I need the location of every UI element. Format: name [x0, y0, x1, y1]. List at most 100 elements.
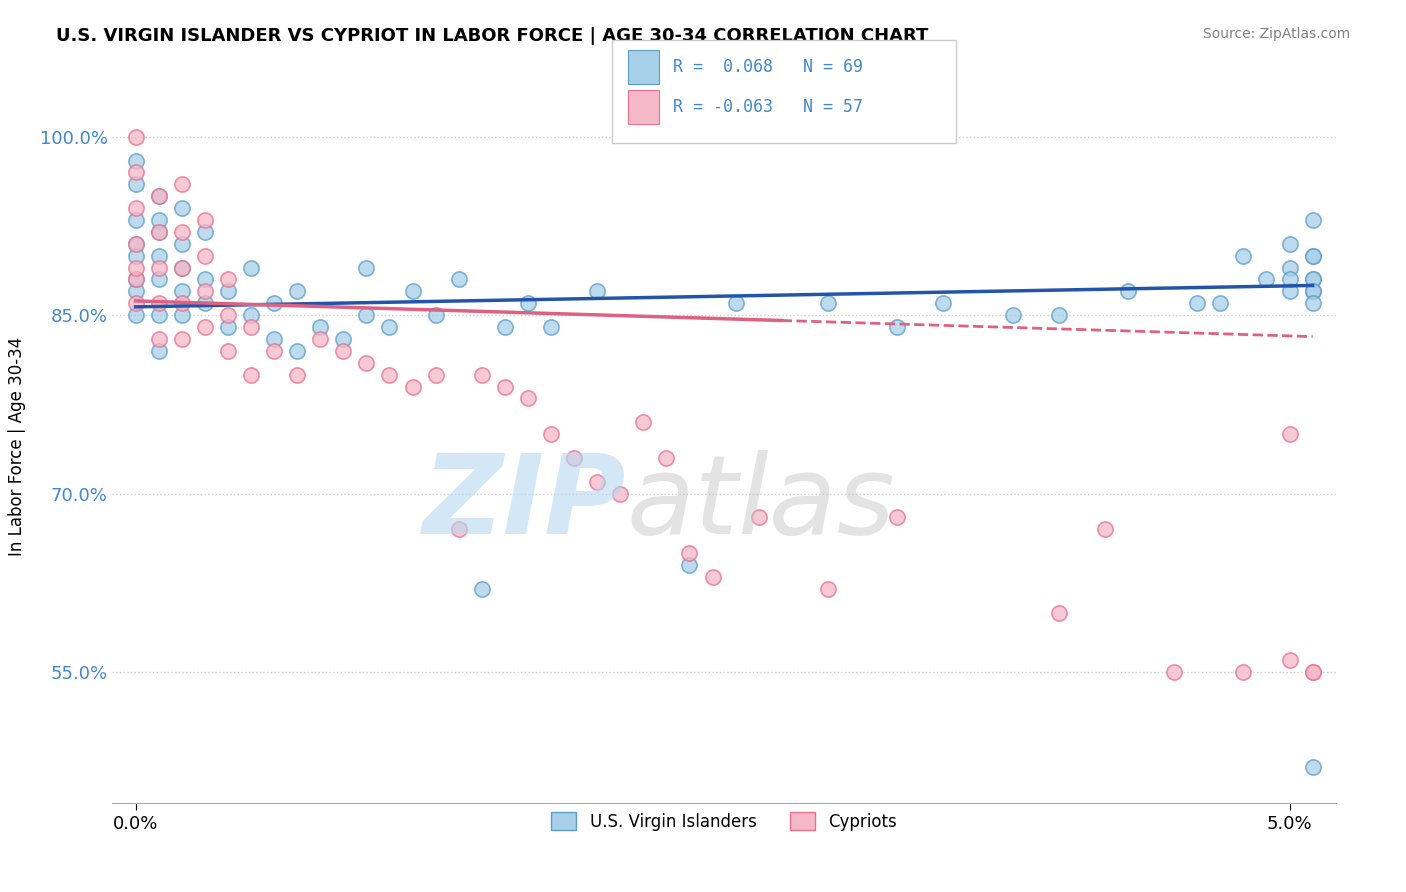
Point — [124, 129, 146, 144]
Point — [217, 343, 239, 358]
Point — [194, 249, 217, 263]
Point — [1302, 249, 1324, 263]
Point — [425, 368, 447, 382]
Point — [817, 582, 839, 596]
Point — [724, 296, 747, 310]
Point — [1302, 272, 1324, 286]
Point — [263, 296, 285, 310]
Point — [471, 582, 494, 596]
Point — [194, 272, 217, 286]
Point — [124, 296, 146, 310]
Point — [1232, 665, 1254, 679]
Point — [148, 343, 170, 358]
Point — [1302, 665, 1324, 679]
Point — [124, 201, 146, 215]
Point — [378, 320, 401, 334]
Point — [194, 225, 217, 239]
Point — [356, 356, 378, 370]
Point — [239, 368, 262, 382]
Point — [148, 213, 170, 227]
Point — [1302, 272, 1324, 286]
Point — [401, 285, 423, 299]
Point — [170, 225, 193, 239]
Point — [148, 189, 170, 203]
Point — [309, 332, 332, 346]
Point — [148, 260, 170, 275]
Text: atlas: atlas — [626, 450, 894, 557]
Point — [124, 236, 146, 251]
Point — [540, 427, 562, 442]
Y-axis label: In Labor Force | Age 30-34: In Labor Force | Age 30-34 — [7, 336, 25, 556]
Point — [886, 510, 908, 524]
Point — [194, 296, 217, 310]
Point — [148, 189, 170, 203]
Point — [124, 260, 146, 275]
Point — [1232, 249, 1254, 263]
Point — [148, 296, 170, 310]
Text: U.S. VIRGIN ISLANDER VS CYPRIOT IN LABOR FORCE | AGE 30-34 CORRELATION CHART: U.S. VIRGIN ISLANDER VS CYPRIOT IN LABOR… — [56, 27, 928, 45]
Point — [1116, 285, 1139, 299]
Point — [124, 249, 146, 263]
Point — [170, 260, 193, 275]
Point — [516, 296, 538, 310]
Point — [217, 308, 239, 322]
Point — [1187, 296, 1209, 310]
Point — [170, 201, 193, 215]
Point — [1302, 760, 1324, 774]
Point — [170, 308, 193, 322]
Point — [124, 272, 146, 286]
Point — [124, 285, 146, 299]
Point — [1209, 296, 1232, 310]
Point — [285, 285, 308, 299]
Point — [678, 546, 700, 560]
Point — [516, 392, 538, 406]
Point — [239, 308, 262, 322]
Point — [124, 236, 146, 251]
Point — [356, 308, 378, 322]
Point — [678, 558, 700, 572]
Point — [170, 296, 193, 310]
Point — [263, 332, 285, 346]
Point — [217, 285, 239, 299]
Point — [494, 320, 516, 334]
Point — [886, 320, 908, 334]
Point — [124, 153, 146, 168]
Point — [1302, 285, 1324, 299]
Point — [609, 486, 631, 500]
Point — [332, 332, 354, 346]
Point — [401, 379, 423, 393]
Point — [239, 320, 262, 334]
Point — [932, 296, 955, 310]
Point — [1047, 308, 1070, 322]
Point — [285, 368, 308, 382]
Point — [471, 368, 494, 382]
Point — [540, 320, 562, 334]
Point — [655, 450, 678, 465]
Point — [124, 165, 146, 179]
Text: Source: ZipAtlas.com: Source: ZipAtlas.com — [1202, 27, 1350, 41]
Point — [239, 260, 262, 275]
Point — [1094, 522, 1116, 536]
Point — [1278, 427, 1301, 442]
Point — [217, 272, 239, 286]
Point — [148, 225, 170, 239]
Point — [170, 285, 193, 299]
Text: R =  0.068   N = 69: R = 0.068 N = 69 — [673, 58, 863, 76]
Point — [148, 272, 170, 286]
Point — [1278, 260, 1301, 275]
Text: ZIP: ZIP — [423, 450, 626, 557]
Point — [148, 225, 170, 239]
Point — [194, 285, 217, 299]
Point — [1278, 236, 1301, 251]
Point — [194, 213, 217, 227]
Point — [1302, 285, 1324, 299]
Point — [633, 415, 655, 429]
Point — [124, 308, 146, 322]
Point — [124, 178, 146, 192]
Point — [263, 343, 285, 358]
Point — [1302, 249, 1324, 263]
Point — [562, 450, 585, 465]
Point — [1163, 665, 1185, 679]
Point — [1256, 272, 1278, 286]
Point — [170, 236, 193, 251]
